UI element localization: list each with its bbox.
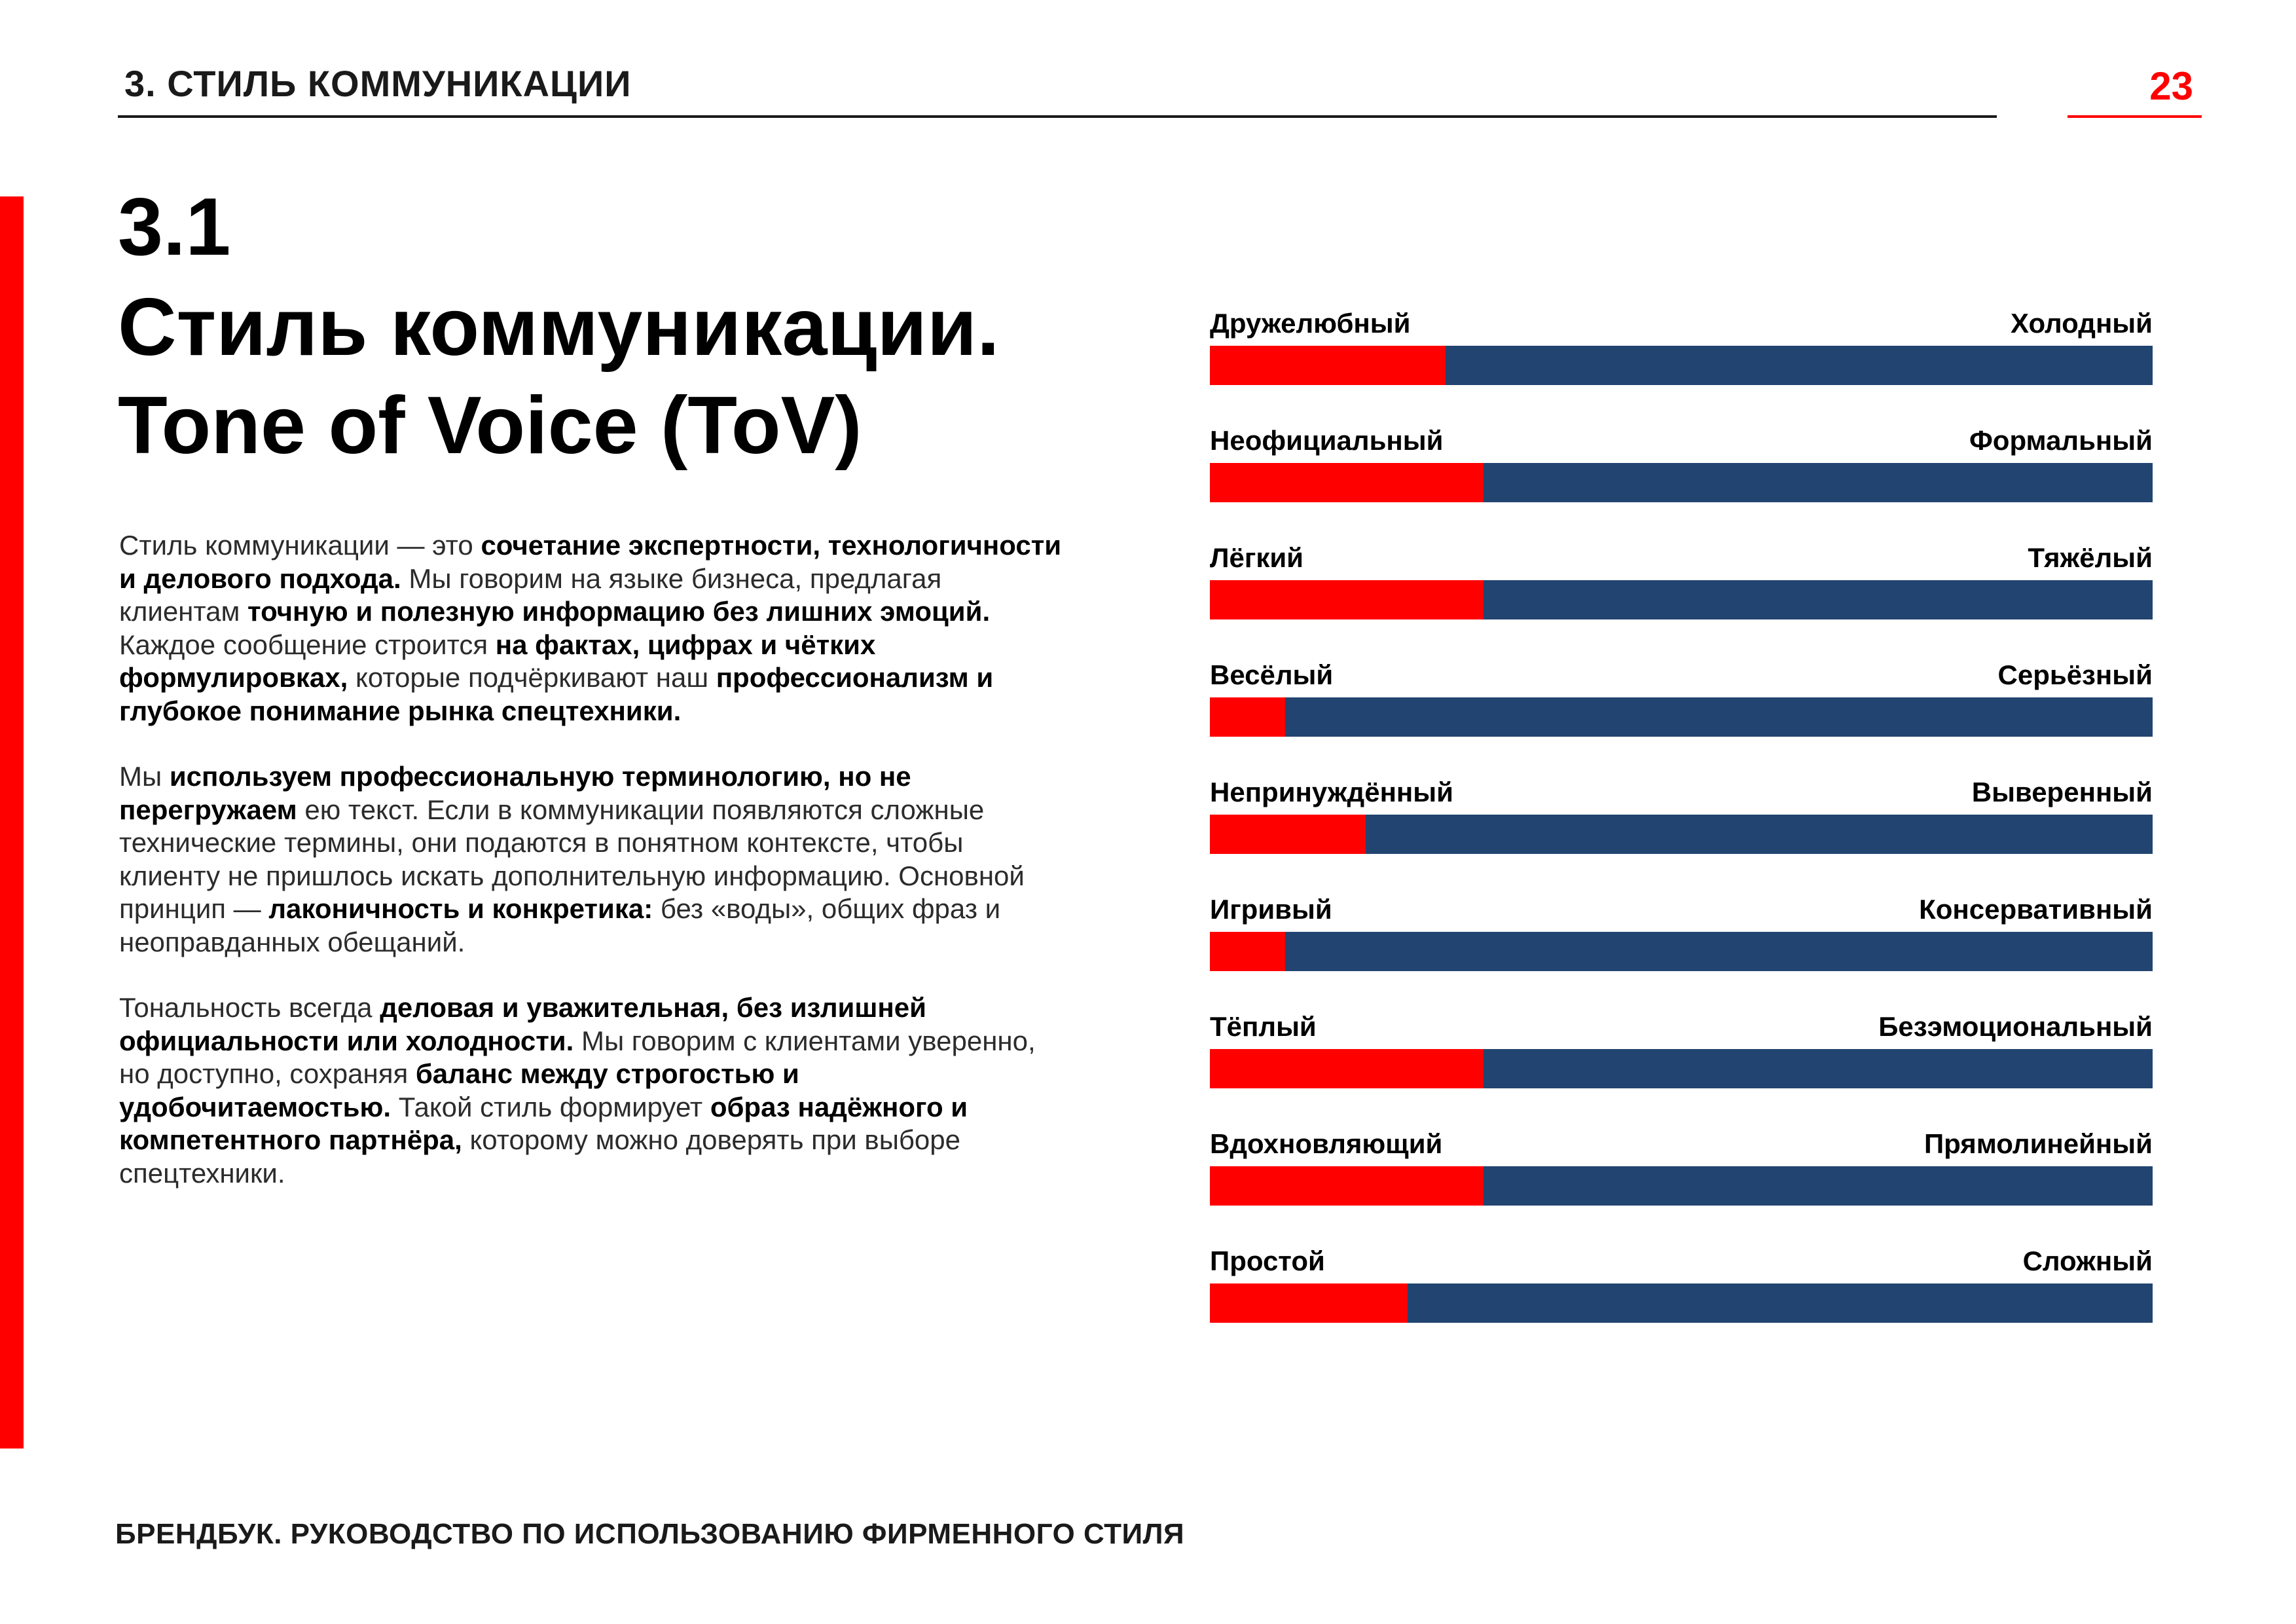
tone-scale-labels: Неофициальный Формальный <box>1210 422 2153 463</box>
section-number: 3.1 <box>118 182 231 272</box>
tone-scale-fill <box>1210 697 1286 737</box>
tone-scale-labels: Лёгкий Тяжёлый <box>1210 540 2153 580</box>
tone-scale-right-label: Безэмоциональный <box>1878 1011 2153 1042</box>
tone-scale-row: Лёгкий Тяжёлый <box>1210 540 2153 657</box>
body-span: Тональность всегда <box>119 992 380 1023</box>
footer-text: БРЕНДБУК. РУКОВОДСТВО ПО ИСПОЛЬЗОВАНИЮ Ф… <box>115 1518 1185 1550</box>
tone-scale-labels: Непринуждённый Выверенный <box>1210 774 2153 815</box>
tone-scale-left-label: Игривый <box>1210 894 1332 925</box>
body-emphasis: образ надёжного и компетентного партнёра… <box>119 1091 968 1156</box>
tone-scale-bar <box>1210 1166 2153 1206</box>
tone-scale-fill <box>1210 932 1286 971</box>
tone-scale-right-label: Тяжёлый <box>2028 542 2153 573</box>
body-span: которые подчёркивают наш <box>348 662 716 693</box>
body-text: Стиль коммуникации — это сочетание экспе… <box>119 529 1062 1223</box>
tone-scale-labels: Весёлый Серьёзный <box>1210 657 2153 697</box>
tone-scale-row: Вдохновляющий Прямолинейный <box>1210 1126 2153 1243</box>
body-paragraph: Мы используем профессиональную терминоло… <box>119 760 1062 959</box>
tone-scale-labels: Игривый Консервативный <box>1210 891 2153 932</box>
tone-scale-bar <box>1210 932 2153 971</box>
tone-scale-fill <box>1210 580 1484 619</box>
tone-scale-labels: Дружелюбный Холодный <box>1210 305 2153 346</box>
body-paragraph: Тональность всегда деловая и уважительна… <box>119 991 1062 1190</box>
tone-scale-right-label: Консервативный <box>1919 894 2153 925</box>
tone-scale-fill <box>1210 815 1366 854</box>
page-number-underline <box>2068 115 2202 118</box>
tone-scale-bar <box>1210 697 2153 737</box>
tone-scale-left-label: Непринуждённый <box>1210 777 1453 807</box>
body-emphasis: профессионализм и глубокое понимание рын… <box>119 662 994 726</box>
body-emphasis: сочетание экспертности, технологичности … <box>119 530 1062 594</box>
body-emphasis: точную и полезную информацию без лишних … <box>247 596 991 627</box>
body-span: Мы говорим с клиентами уверенно, но дост… <box>119 1025 1036 1090</box>
tone-scale-right-label: Сложный <box>2022 1246 2153 1276</box>
tone-scale-left-label: Неофициальный <box>1210 425 1444 456</box>
tone-scale-labels: Простой Сложный <box>1210 1243 2153 1283</box>
tone-scale-bar <box>1210 1283 2153 1323</box>
tone-scale-row: Игривый Консервативный <box>1210 891 2153 1008</box>
body-span: Каждое сообщение строится <box>119 629 496 660</box>
side-accent-bar <box>0 196 24 1449</box>
body-emphasis: баланс между строгостью и удобочитаемост… <box>119 1058 799 1122</box>
body-paragraph: Стиль коммуникации — это сочетание экспе… <box>119 529 1062 728</box>
tone-scale-fill <box>1210 1283 1408 1323</box>
tone-scale-left-label: Тёплый <box>1210 1011 1317 1042</box>
tone-scale-row: Непринуждённый Выверенный <box>1210 774 2153 891</box>
tone-scale-bar <box>1210 580 2153 619</box>
body-span: ею текст. Если в коммуникации появляются… <box>119 794 1025 925</box>
body-span: Такой стиль формирует <box>391 1091 710 1122</box>
tone-scale-bar <box>1210 815 2153 854</box>
tone-scale-left-label: Весёлый <box>1210 659 1334 690</box>
body-emphasis: лаконичность и конкретика: <box>268 893 653 924</box>
tone-scale-fill <box>1210 1049 1484 1088</box>
tone-scale-labels: Вдохновляющий Прямолинейный <box>1210 1126 2153 1166</box>
tone-scales: Дружелюбный Холодный Неофициальный Формальн… <box>1210 305 2153 1360</box>
tone-scale-bar <box>1210 463 2153 502</box>
page-title-line-2: Tone of Voice (ToV) <box>118 380 862 471</box>
tone-scale-fill <box>1210 463 1484 502</box>
header-divider <box>118 115 1997 118</box>
tone-scale-labels: Тёплый Безэмоциональный <box>1210 1008 2153 1049</box>
tone-scale-row: Тёплый Безэмоциональный <box>1210 1008 2153 1126</box>
tone-scale-left-label: Лёгкий <box>1210 542 1303 573</box>
tone-scale-right-label: Серьёзный <box>1997 659 2153 690</box>
tone-scale-bar <box>1210 1049 2153 1088</box>
body-span: без «воды», общих фраз и неоправданных о… <box>119 893 1001 957</box>
tone-scale-left-label: Дружелюбный <box>1210 308 1411 339</box>
body-span: которому можно доверять при выборе спецт… <box>119 1124 961 1189</box>
tone-scale-right-label: Холодный <box>2010 308 2153 339</box>
tone-scale-fill <box>1210 346 1446 385</box>
tone-scale-bar <box>1210 346 2153 385</box>
body-span: Стиль коммуникации — это <box>119 530 481 561</box>
tone-scale-row: Простой Сложный <box>1210 1243 2153 1360</box>
section-header-title: 3. СТИЛЬ КОММУНИКАЦИИ <box>124 63 632 104</box>
page-number: 23 <box>2149 64 2193 108</box>
body-span: Мы <box>119 761 170 792</box>
tone-scale-right-label: Формальный <box>1969 425 2153 456</box>
tone-scale-row: Неофициальный Формальный <box>1210 422 2153 540</box>
body-span: Мы говорим на языке бизнеса, предлагая к… <box>119 563 942 627</box>
tone-scale-row: Весёлый Серьёзный <box>1210 657 2153 774</box>
body-emphasis: на фактах, цифрах и чётких формулировках… <box>119 629 876 693</box>
tone-scale-row: Дружелюбный Холодный <box>1210 305 2153 422</box>
body-emphasis: используем профессиональную терминологию… <box>119 761 911 825</box>
tone-scale-right-label: Прямолинейный <box>1923 1128 2153 1159</box>
tone-scale-fill <box>1210 1166 1484 1206</box>
tone-scale-left-label: Простой <box>1210 1246 1325 1276</box>
tone-scale-right-label: Выверенный <box>1971 777 2153 807</box>
tone-scale-left-label: Вдохновляющий <box>1210 1128 1443 1159</box>
body-emphasis: деловая и уважительная, без излишней офи… <box>119 992 926 1056</box>
page-title-line-1: Стиль коммуникации. <box>118 282 1000 373</box>
